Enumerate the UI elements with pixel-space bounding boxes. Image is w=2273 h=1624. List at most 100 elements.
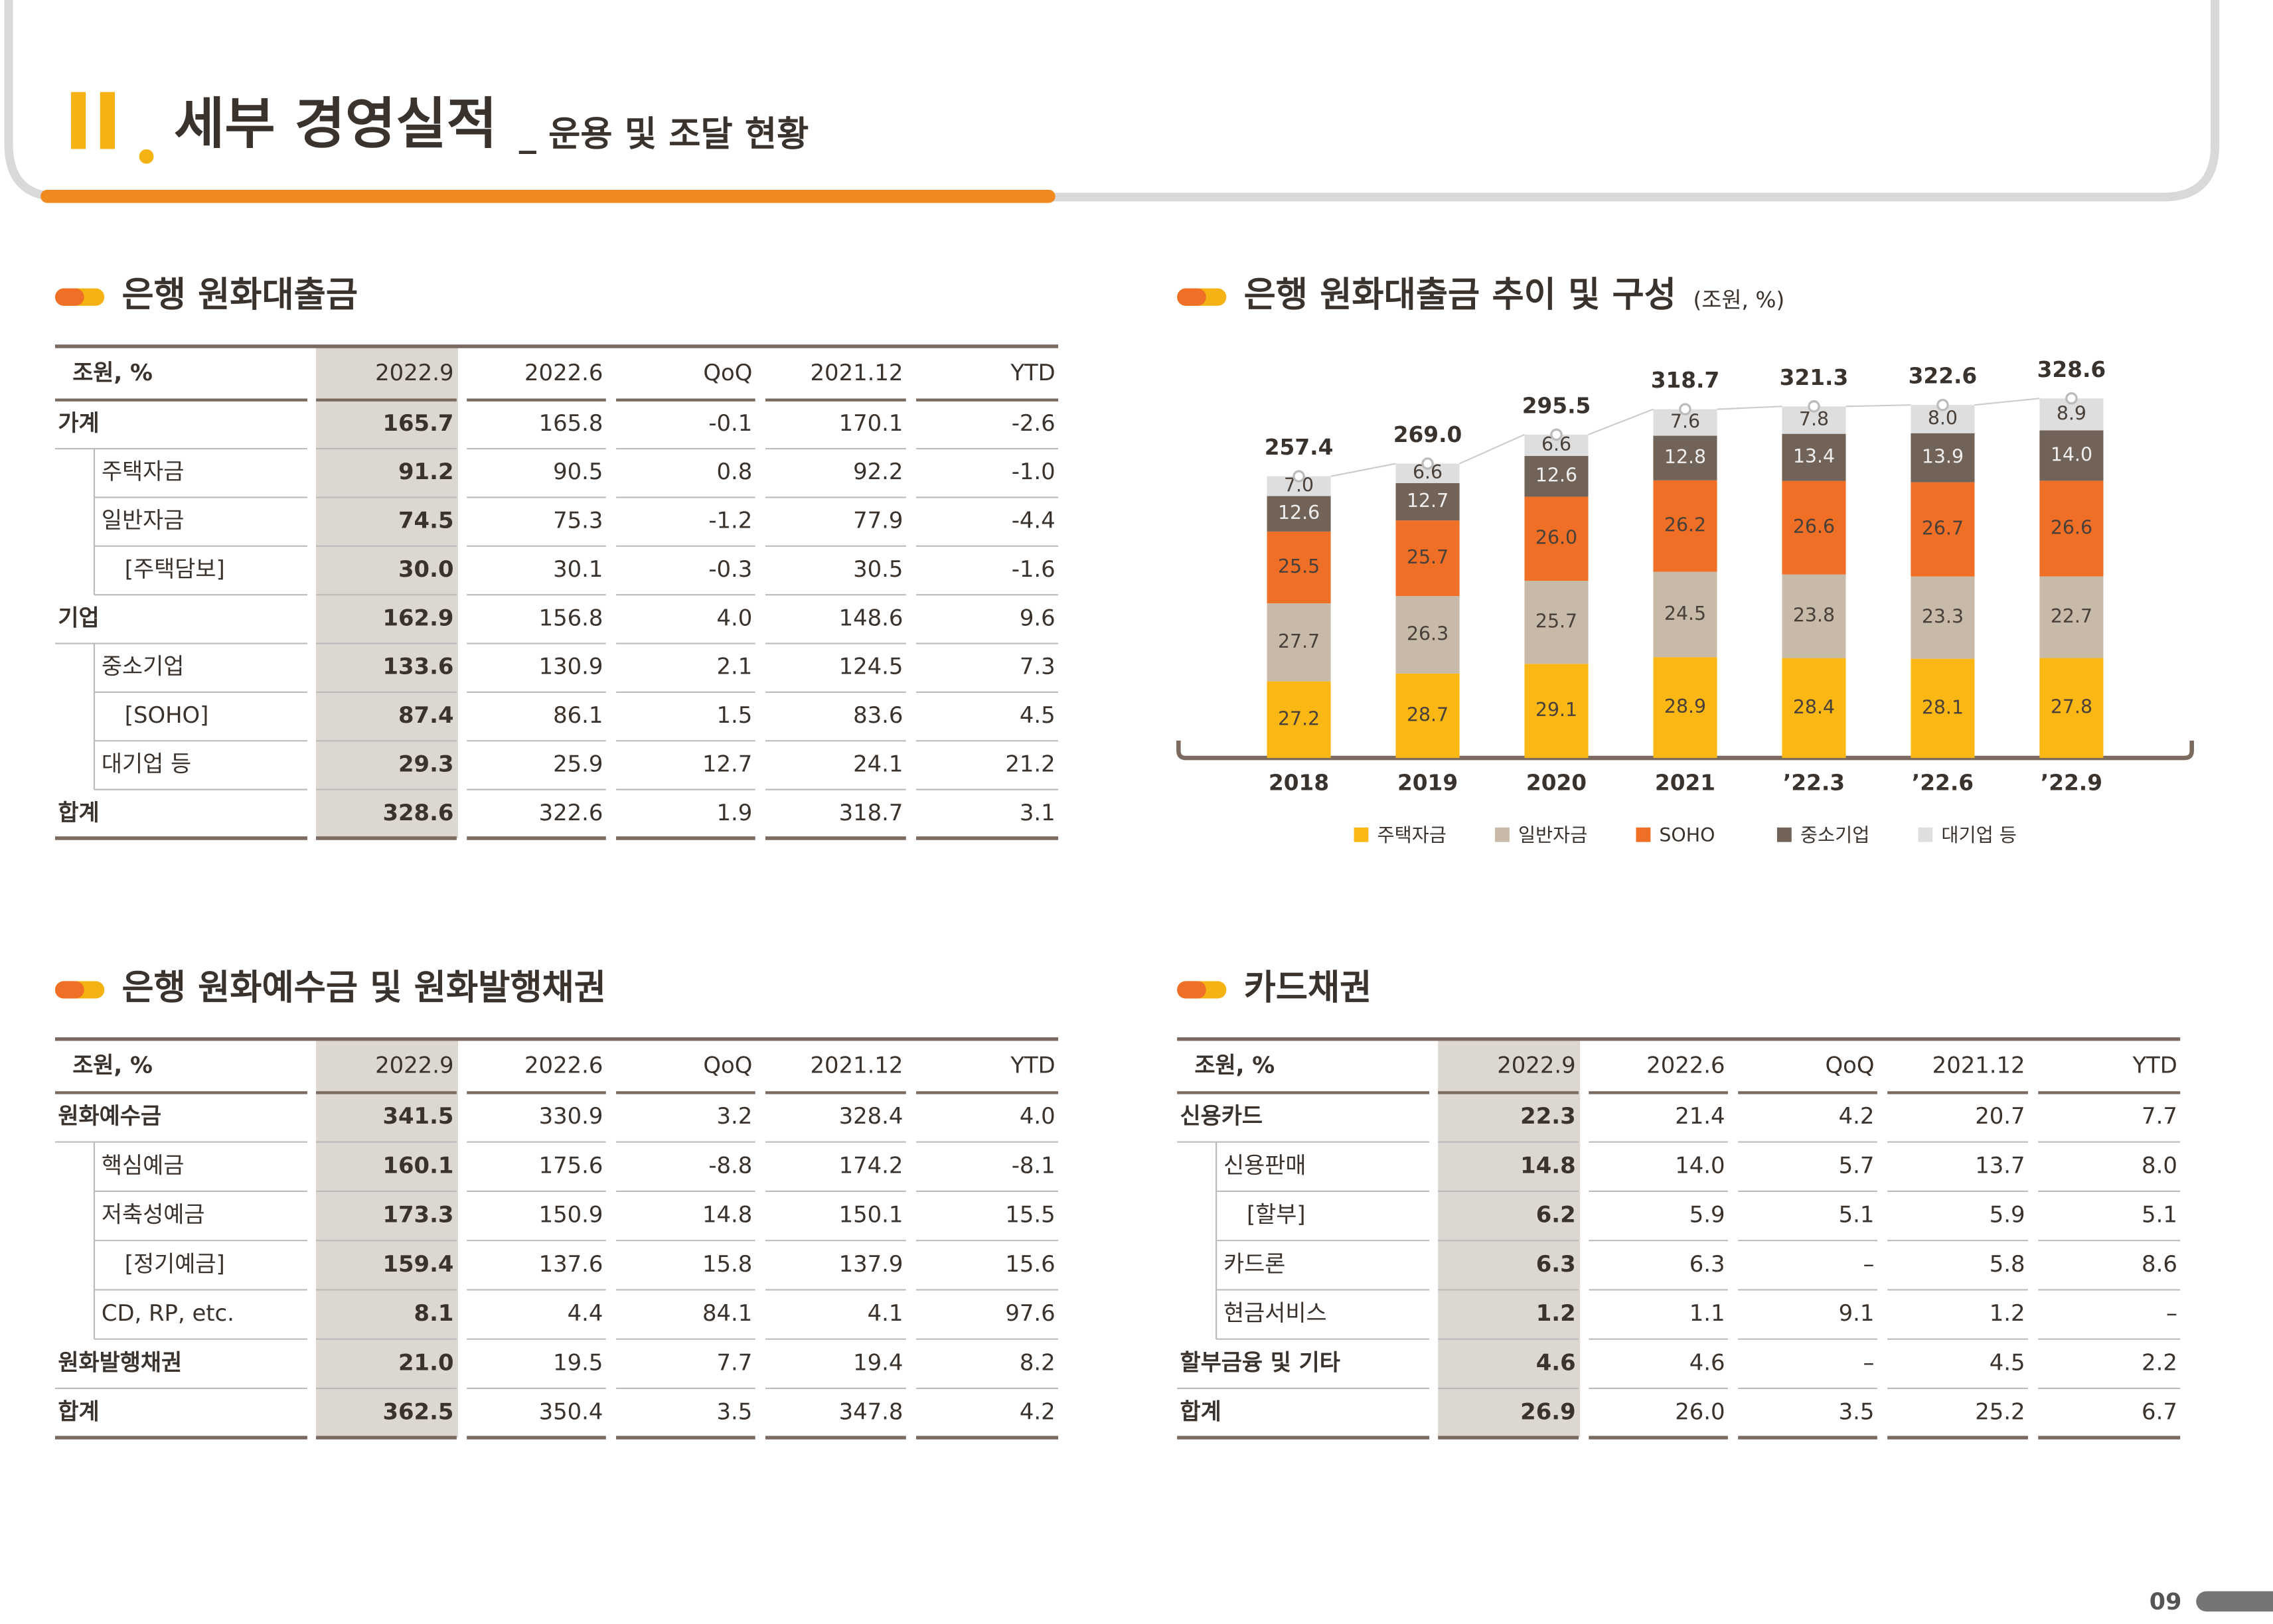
- row-label: [할부]: [1247, 1202, 1306, 1228]
- table-value: 3.5: [717, 1399, 753, 1425]
- table-value: 318.7: [839, 800, 903, 826]
- segment-label: 12.7: [1407, 490, 1449, 512]
- chart-title: 은행 원화대출금 추이 및 구성: [1244, 275, 1676, 315]
- table-value: 159.4: [382, 1251, 453, 1277]
- connector: [1588, 408, 1654, 435]
- table-value: 9.6: [1020, 605, 1056, 630]
- table-value: 30.0: [398, 556, 453, 582]
- total-label: 269.0: [1393, 422, 1462, 447]
- table-value: 5.1: [2142, 1202, 2177, 1228]
- table-value: -0.3: [708, 556, 752, 582]
- table-value: 84.1: [702, 1300, 752, 1326]
- table-value: 3.2: [717, 1103, 753, 1129]
- section-icon: [54, 288, 84, 306]
- table-value: 77.9: [853, 508, 903, 534]
- table-value: 4.1: [868, 1300, 903, 1326]
- table-value: 4.6: [1536, 1349, 1576, 1375]
- bar-segment: [1782, 574, 1846, 658]
- table-value: 328.4: [839, 1103, 903, 1129]
- table-value: 162.9: [382, 605, 453, 630]
- table-value: 14.0: [1675, 1152, 1725, 1178]
- legend-swatch: [1495, 827, 1510, 842]
- column-header: 2022.9: [375, 360, 453, 386]
- column-header: QoQ: [703, 360, 752, 386]
- section-icon: [54, 981, 84, 999]
- table-value: 330.9: [539, 1103, 603, 1129]
- segment-label: 23.8: [1793, 605, 1835, 627]
- table-value: 362.5: [382, 1399, 453, 1425]
- table-value: 8.0: [2142, 1152, 2177, 1178]
- table-value: 7.7: [717, 1349, 753, 1375]
- row-label: 일반자금: [102, 508, 185, 534]
- bar-segment: [1911, 482, 1975, 577]
- segment-label: 26.3: [1407, 623, 1449, 644]
- bar-segment: [2039, 658, 2104, 759]
- table-value: 150.9: [539, 1202, 603, 1228]
- table-value: 1.9: [717, 800, 753, 826]
- bar-segment: [1395, 673, 1460, 759]
- row-label: 원화예수금: [58, 1103, 161, 1129]
- segment-label: 26.7: [1922, 518, 1964, 540]
- table-value: 156.8: [539, 605, 603, 630]
- table-value: –: [1863, 1251, 1875, 1277]
- segment-label: 28.7: [1407, 703, 1449, 725]
- bar-segment: [2039, 576, 2104, 658]
- bar-segment: [1524, 664, 1589, 759]
- row-label: 현금서비스: [1223, 1300, 1327, 1326]
- total-marker: [1293, 470, 1305, 482]
- bar-segment: [2039, 480, 2104, 577]
- total-label: 328.6: [2037, 357, 2106, 382]
- table-value: 26.0: [1675, 1399, 1725, 1425]
- x-tick-label: 2018: [1269, 770, 1329, 795]
- segment-label: 14.0: [2051, 443, 2092, 465]
- legend-label: 일반자금: [1518, 824, 1587, 846]
- header-frame: [4, 0, 2220, 202]
- table-value: 91.2: [398, 459, 453, 484]
- header-dot: [139, 149, 154, 164]
- table-value: 13.7: [1975, 1152, 2025, 1178]
- table-value: 175.6: [539, 1152, 603, 1178]
- row-label: 카드론: [1223, 1251, 1285, 1277]
- row-label: 주택자금: [102, 459, 185, 484]
- table-value: 4.5: [1990, 1349, 2025, 1375]
- header-numeral: II: [64, 76, 122, 167]
- bar-segment: [1782, 433, 1846, 481]
- row-label: [SOHO]: [125, 702, 209, 728]
- legend-swatch: [1918, 827, 1933, 842]
- table-value: 83.6: [853, 702, 903, 728]
- table-value: 124.5: [839, 654, 903, 680]
- bar-segment: [1395, 596, 1460, 674]
- x-tick-label: ’22.3: [1783, 770, 1845, 795]
- bar-segment: [2039, 430, 2104, 481]
- row-label: 저축성예금: [102, 1202, 205, 1228]
- segment-label: 13.4: [1793, 445, 1835, 467]
- table-value: 26.9: [1520, 1399, 1575, 1425]
- segment-label: 26.0: [1535, 527, 1577, 549]
- segment-label: 12.6: [1278, 502, 1320, 524]
- total-label: 321.3: [1780, 365, 1849, 390]
- table-value: 137.9: [839, 1251, 903, 1277]
- segment-label: 8.9: [2057, 402, 2086, 424]
- table-value: 3.5: [1839, 1399, 1875, 1425]
- column-header: 2021.12: [811, 360, 903, 386]
- bar-segment: [1911, 658, 1975, 759]
- highlight-column: [316, 1039, 459, 1438]
- bar-segment: [1395, 482, 1460, 521]
- table-value: 1.2: [1536, 1300, 1576, 1326]
- bar-segment: [1653, 571, 1717, 658]
- total-marker: [1550, 428, 1563, 441]
- row-label: 원화발행채권: [58, 1349, 182, 1375]
- row-label: 합계: [58, 1399, 99, 1425]
- highlight-column: [1438, 1039, 1581, 1438]
- table-value: 133.6: [382, 654, 453, 680]
- bar-segment: [1911, 433, 1975, 482]
- table-value: 5.8: [1990, 1251, 2025, 1277]
- legend-label: 주택자금: [1377, 824, 1446, 846]
- header-bar: [40, 190, 1056, 203]
- column-header: QoQ: [1826, 1053, 1875, 1078]
- table-value: -1.2: [708, 508, 752, 534]
- table-value: 170.1: [839, 410, 903, 436]
- table-value: 328.6: [382, 800, 453, 826]
- table-value: 87.4: [398, 702, 453, 728]
- table-value: –: [1863, 1349, 1875, 1375]
